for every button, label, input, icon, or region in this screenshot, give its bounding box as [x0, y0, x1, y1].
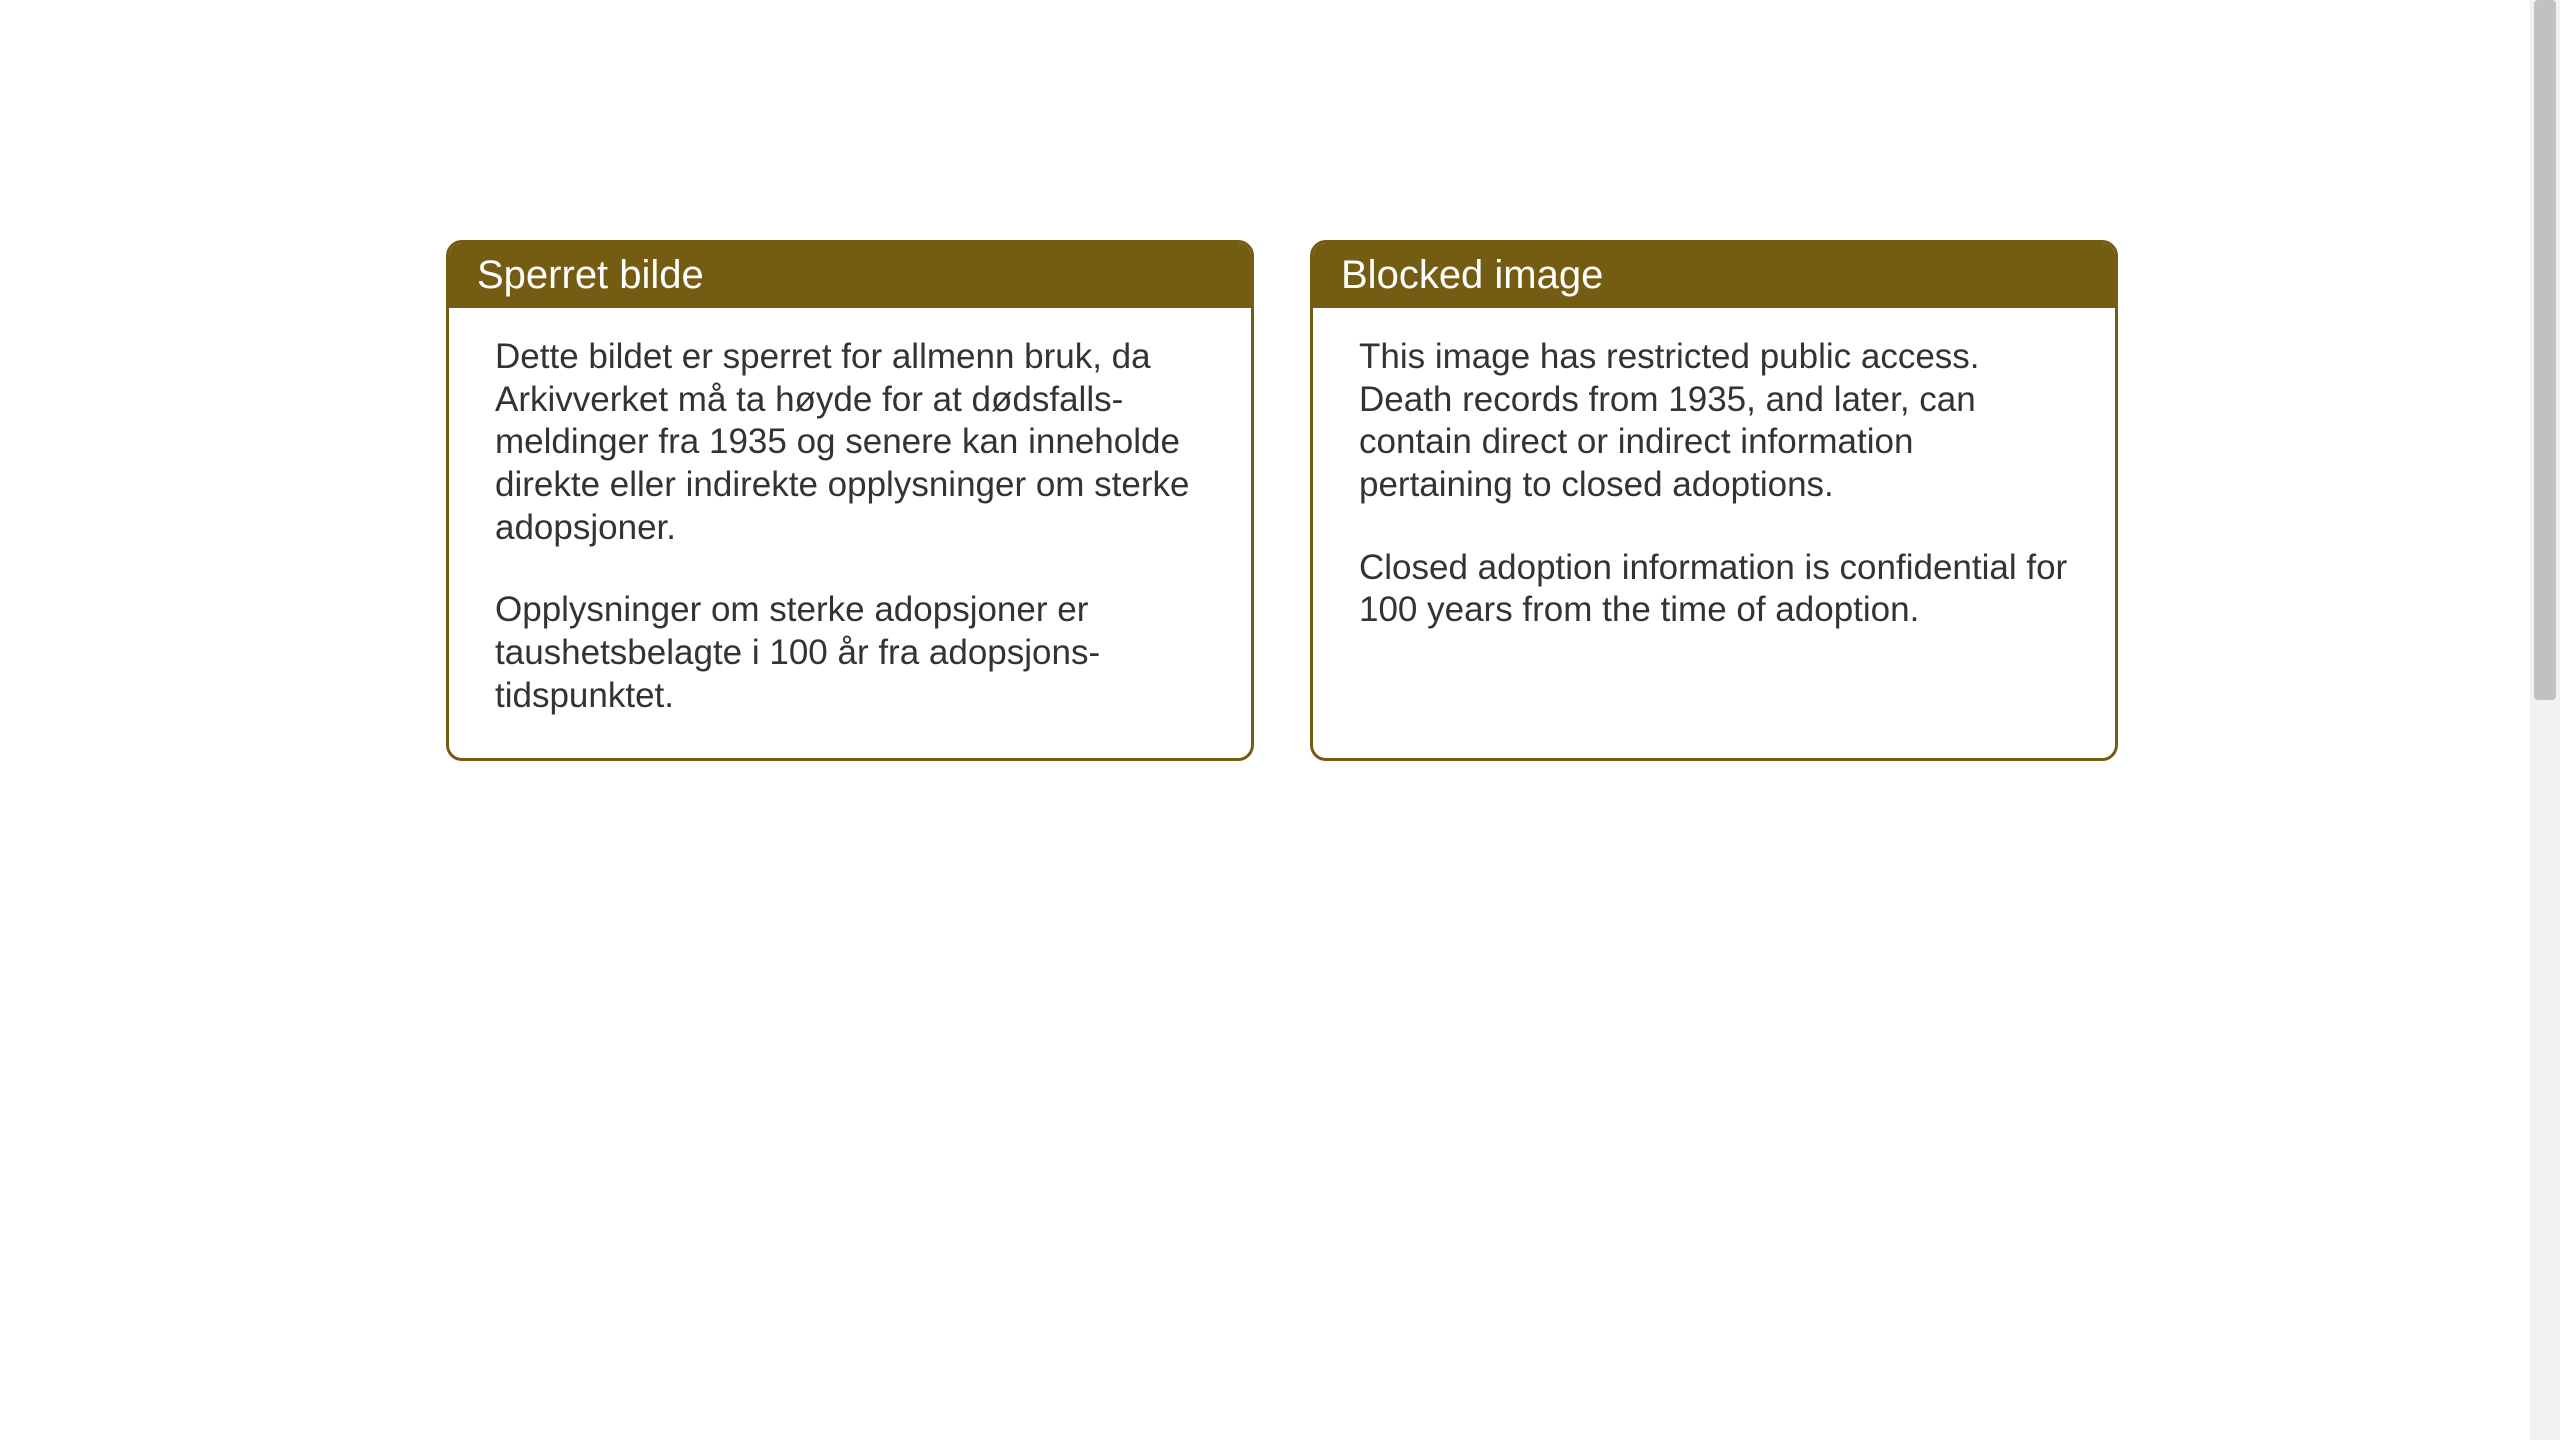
card-body-english: This image has restricted public access.… [1313, 308, 2115, 672]
cards-container: Sperret bilde Dette bildet er sperret fo… [446, 240, 2118, 761]
card-english: Blocked image This image has restricted … [1310, 240, 2118, 761]
scrollbar-track[interactable] [2530, 0, 2560, 1440]
card-paragraph: Dette bildet er sperret for allmenn bruk… [495, 336, 1205, 549]
scrollbar-thumb[interactable] [2534, 0, 2556, 700]
card-paragraph: Opplysninger om sterke adopsjoner er tau… [495, 589, 1205, 717]
card-title: Sperret bilde [477, 253, 704, 297]
card-title: Blocked image [1341, 253, 1603, 297]
card-header-english: Blocked image [1313, 243, 2115, 308]
card-paragraph: Closed adoption information is confident… [1359, 547, 2069, 632]
card-paragraph: This image has restricted public access.… [1359, 336, 2069, 507]
card-header-norwegian: Sperret bilde [449, 243, 1251, 308]
card-norwegian: Sperret bilde Dette bildet er sperret fo… [446, 240, 1254, 761]
card-body-norwegian: Dette bildet er sperret for allmenn bruk… [449, 308, 1251, 758]
